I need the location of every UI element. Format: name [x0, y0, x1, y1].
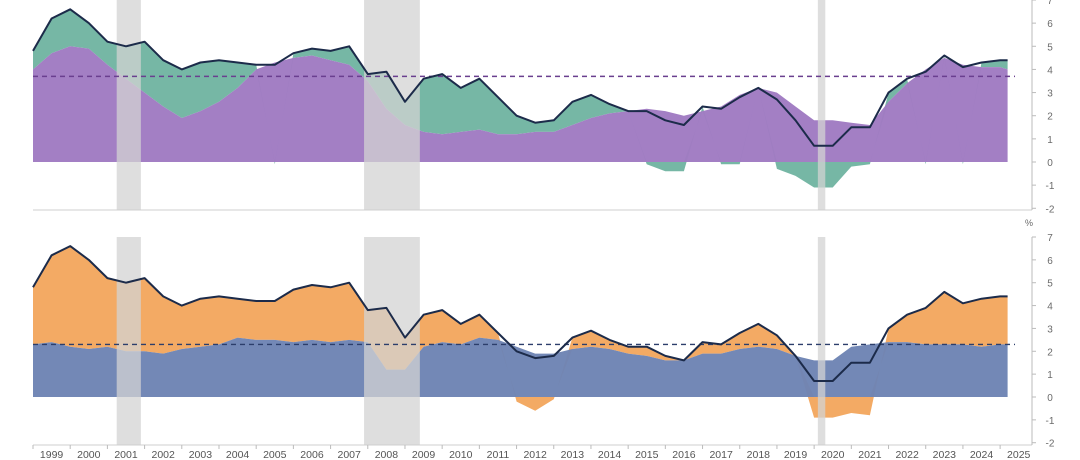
y-tick-label: -1	[1046, 181, 1055, 192]
recession-band	[364, 237, 420, 445]
y-tick-label: 7	[1047, 0, 1053, 7]
recession-band	[116, 237, 141, 445]
x-tick-label: 2023	[933, 449, 957, 460]
y-tick-label: 5	[1047, 42, 1053, 53]
x-tick-label: 2004	[226, 449, 250, 460]
y-tick-label: -1	[1046, 416, 1055, 427]
x-axis: 1999 2000 2001 2002 2003 2004 2005 2006 2007 2008…	[32, 445, 1031, 460]
x-tick-label: 2009	[412, 449, 436, 460]
x-tick-label: 2000	[77, 449, 101, 460]
y-tick-label: 2	[1047, 112, 1053, 123]
area-series-b	[33, 246, 1008, 418]
y-tick-label: 0	[1047, 393, 1053, 404]
upper-panel: -2 -1 0 1 2 3 4 5 6 7	[32, 0, 1055, 215]
x-tick-label: 2019	[784, 449, 808, 460]
x-tick-label: 2024	[970, 449, 994, 460]
recession-band	[817, 0, 826, 210]
y-tick-label: 1	[1047, 135, 1053, 146]
y-tick-label: 7	[1047, 233, 1053, 244]
x-tick-label: 1999	[40, 449, 64, 460]
x-tick-label: 2016	[672, 449, 696, 460]
y-tick-label: -2	[1046, 204, 1055, 215]
y-tick-label: 2	[1047, 347, 1053, 358]
y-tick-label: -2	[1046, 439, 1055, 450]
recession-band	[116, 0, 141, 210]
x-tick-label: 2005	[263, 449, 287, 460]
x-tick-label: 2018	[747, 449, 771, 460]
y-tick-label: 6	[1047, 256, 1053, 267]
x-tick-label: 2025	[1007, 449, 1031, 460]
line-series	[32, 245, 1008, 382]
recession-band	[364, 0, 420, 210]
x-tick-label: 2020	[821, 449, 845, 460]
x-tick-label: 2012	[523, 449, 547, 460]
x-tick-label: 2010	[449, 449, 473, 460]
y-tick-label: 6	[1047, 19, 1053, 30]
x-tick-label: 2011	[487, 449, 510, 460]
x-tick-label: 2007	[337, 449, 361, 460]
lower-panel: -2 -1 0 1 2 3 4 5 6 7%	[32, 218, 1055, 450]
x-tick-label: 2001	[114, 449, 138, 460]
x-tick-label: 2014	[598, 449, 622, 460]
y-unit-label: %	[1025, 218, 1033, 228]
y-tick-label: 4	[1047, 302, 1053, 313]
area-series-a	[33, 337, 1008, 397]
area-series-a	[33, 46, 1008, 162]
y-tick-label: 3	[1047, 324, 1053, 335]
recession-band	[817, 237, 826, 445]
x-tick-label: 2015	[635, 449, 659, 460]
line-series	[32, 8, 1008, 147]
x-tick-label: 2002	[152, 449, 176, 460]
y-tick-label: 5	[1047, 279, 1053, 290]
x-tick-label: 2022	[895, 449, 919, 460]
x-tick-label: 2017	[709, 449, 733, 460]
x-tick-label: 2021	[858, 449, 882, 460]
y-tick-label: 0	[1047, 158, 1053, 169]
y-tick-label: 1	[1047, 370, 1053, 381]
x-tick-label: 2003	[189, 449, 213, 460]
y-tick-label: 3	[1047, 89, 1053, 100]
x-tick-label: 2006	[300, 449, 324, 460]
x-tick-label: 2013	[561, 449, 585, 460]
x-tick-label: 2008	[375, 449, 399, 460]
y-tick-label: 4	[1047, 65, 1053, 76]
